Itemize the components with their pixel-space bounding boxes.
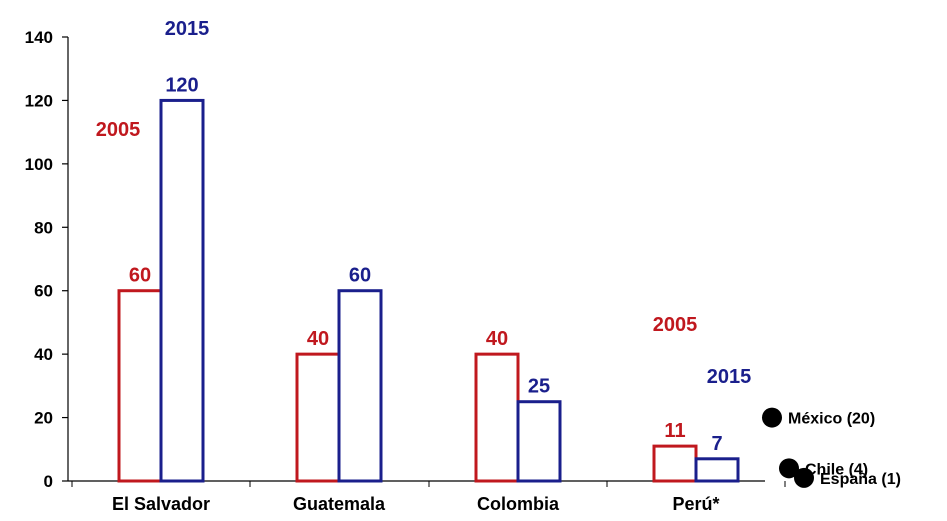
x-tick-label: Colombia	[477, 494, 560, 514]
y-tick-label: 20	[34, 409, 53, 428]
x-tick-label: Guatemala	[293, 494, 386, 514]
annotation-el-salvador-2015: 2015	[165, 18, 210, 40]
series-annotations: 2005 2015 2005 2015	[96, 18, 752, 388]
extra-point-label: México (20)	[788, 411, 875, 428]
data-label: 40	[307, 328, 329, 350]
y-tick-label: 100	[25, 155, 53, 174]
annotation-el-salvador-2005: 2005	[96, 119, 141, 141]
bar-2015-1	[337, 289, 383, 483]
y-tick-label: 80	[34, 218, 53, 237]
data-label: 60	[349, 265, 371, 287]
bar-2005-2	[474, 352, 520, 483]
bar-2015-2	[516, 400, 562, 483]
bars	[117, 98, 740, 483]
x-tick-label: Perú*	[672, 494, 719, 514]
data-label: 25	[528, 376, 550, 398]
bar-2015-3	[694, 457, 740, 483]
y-tick-label: 140	[25, 28, 53, 47]
y-tick-label: 60	[34, 282, 53, 301]
extra-point-dot	[794, 467, 814, 488]
data-label: 40	[486, 328, 508, 350]
y-tick-label: 40	[34, 345, 53, 364]
x-tick-label: El Salvador	[112, 494, 210, 514]
bar-2015-0	[159, 98, 205, 483]
extra-points: México (20) Chile (4)España (1)	[762, 407, 901, 488]
data-label: 7	[711, 433, 722, 455]
bar-2005-0	[117, 289, 163, 483]
data-label: 60	[129, 265, 151, 287]
value-labels: 60 120 40 60 40 25 11 7	[129, 74, 723, 454]
data-label: 120	[165, 74, 198, 96]
extra-point-dot	[762, 407, 782, 428]
y-tick-label: 120	[25, 91, 53, 110]
extra-point-dot	[779, 458, 799, 479]
extra-point-label: España (1)	[820, 471, 901, 488]
axes: 0 20 40 60 80 100 120 140 El Salvador Guatemala Co…	[25, 28, 786, 514]
y-tick-label: 0	[44, 472, 53, 491]
annotation-peru-2015: 2015	[707, 366, 752, 388]
bar-2005-1	[295, 352, 341, 483]
extra-point-label: Chile (4)	[805, 461, 868, 478]
annotation-peru-2005: 2005	[653, 314, 698, 336]
bar-2005-3	[652, 444, 698, 483]
data-label: 11	[664, 420, 685, 442]
